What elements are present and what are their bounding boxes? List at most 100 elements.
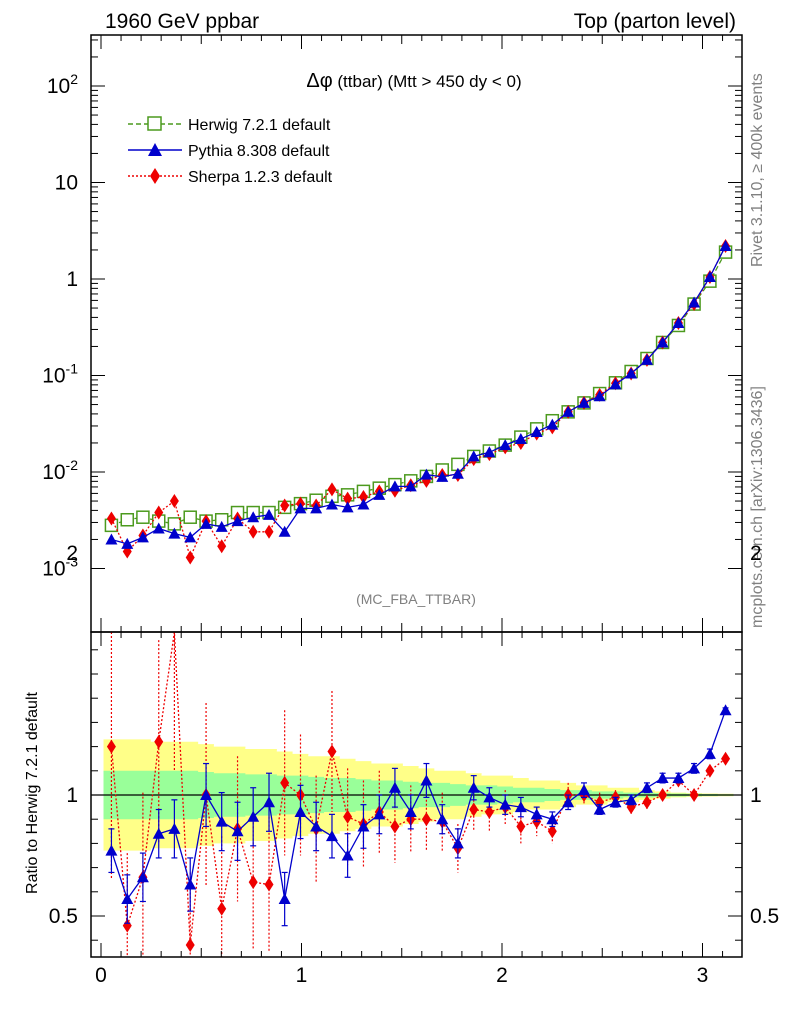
- ratio-pythia-point: [184, 878, 197, 890]
- ratio-pythia-point: [121, 893, 134, 905]
- ratio-y-axis-label: Ratio to Herwig 7.2.1 default: [24, 692, 41, 894]
- ratio-pythia-point: [231, 825, 244, 837]
- pythia-point: [215, 520, 228, 532]
- ratio-axis-ticks: 0.5 0.5 1 1 2 2 0 1 2 3: [49, 542, 779, 987]
- pythia-point: [703, 270, 716, 282]
- pythia-point: [263, 508, 276, 520]
- ratio-sherpa-point: [390, 819, 400, 834]
- beam-energy-label: 1960 GeV ppbar: [105, 10, 259, 33]
- sherpa-point: [106, 511, 116, 526]
- tick-label-base: 10: [42, 558, 65, 581]
- pythia-point: [609, 378, 622, 390]
- pythia-point: [341, 501, 354, 513]
- x-tick-label: 3: [697, 964, 709, 987]
- mcplots-reference-label: mcplots.cern.ch [arXiv:1306.3436]: [749, 386, 766, 628]
- tick-label-exponent: -2: [66, 457, 79, 473]
- ratio-pythia-point: [200, 789, 213, 800]
- pythia-point: [530, 425, 543, 437]
- tick-label-exponent: 2: [70, 71, 78, 87]
- main-y-tick-label: 1: [66, 268, 78, 291]
- main-y-tick-label: 10: [55, 172, 78, 195]
- analysis-label: (MC_FBA_TTBAR): [356, 591, 476, 607]
- ratio-pythia-point: [640, 781, 653, 793]
- ratio-y-tick-label-right: 1: [750, 784, 762, 807]
- pythia-point: [373, 488, 386, 500]
- ratio-series-layer: [105, 631, 732, 957]
- ratio-pythia-point: [483, 791, 496, 803]
- ratio-pythia-point: [609, 796, 622, 808]
- legend-entry-pythia: Pythia 8.308 default: [128, 143, 330, 160]
- pythia-point: [200, 517, 213, 529]
- pythia-point: [499, 439, 512, 451]
- ratio-sherpa-point: [248, 875, 258, 890]
- ratio-pythia-point: [436, 813, 449, 825]
- ratio-y-tick-label-left: 1: [66, 784, 78, 807]
- sherpa-point: [185, 550, 195, 565]
- ratio-sherpa-point: [705, 763, 715, 778]
- pythia-point: [467, 450, 480, 462]
- pythia-point: [136, 531, 149, 543]
- sherpa-point: [327, 482, 337, 497]
- ratio-pythia-point: [420, 774, 433, 786]
- tick-label-base: 10: [42, 461, 65, 484]
- main-series-line: [111, 245, 727, 545]
- ratio-series-line: [110, 631, 726, 946]
- x-tick-label: 0: [95, 964, 107, 987]
- tick-label-exponent: -1: [66, 361, 79, 377]
- ratio-sherpa-point: [721, 751, 731, 766]
- ratio-sherpa-point: [106, 739, 116, 754]
- pythia-point: [688, 296, 701, 308]
- pythia-point: [546, 418, 559, 430]
- rivet-version-label: Rivet 3.1.10, ≥ 400k events: [749, 73, 766, 267]
- ratio-pythia-point: [152, 827, 165, 839]
- pythia-point: [451, 467, 464, 479]
- plot-title-text: (ttbar) (Mtt > 450 dy < 0): [333, 72, 522, 91]
- sherpa-point: [343, 491, 353, 506]
- pythia-point: [562, 405, 575, 417]
- main-y-tick-label: 102: [47, 71, 78, 98]
- pythia-point: [231, 515, 244, 527]
- ratio-pythia-point: [467, 781, 480, 793]
- legend-entry-herwig: Herwig 7.2.1 default: [128, 116, 331, 134]
- plot-title-symbol: Δφ: [306, 70, 332, 92]
- main-y-tick-label: 10-3: [42, 554, 78, 581]
- ratio-pythia-point: [278, 893, 291, 905]
- ratio-y-tick-label-right: 2: [750, 542, 762, 565]
- ratio-pythia-point: [656, 772, 669, 784]
- ratio-pythia-point: [105, 844, 118, 856]
- pythia-point: [184, 531, 197, 543]
- ratio-panel: 0.5 0.5 1 1 2 2 0 1 2 3 Ratio to Herwig 7.2.1 def…: [24, 542, 779, 987]
- ratio-pythia-point: [341, 849, 354, 861]
- ratio-sherpa-point: [689, 788, 699, 802]
- pythia-point: [247, 511, 260, 523]
- legend-pythia-label: Pythia 8.308 default: [188, 143, 330, 160]
- ratio-sherpa-point: [217, 901, 227, 916]
- pythia-point: [121, 537, 134, 549]
- ratio-pythia-point: [404, 805, 417, 817]
- pythia-point: [357, 498, 370, 510]
- legend: Herwig 7.2.1 default Pythia 8.308 defaul…: [128, 116, 333, 186]
- pythia-point: [656, 336, 669, 348]
- ratio-sherpa-point: [185, 938, 195, 953]
- ratio-pythia-point: [136, 871, 149, 883]
- sherpa-point: [154, 505, 164, 520]
- pythia-point: [436, 470, 449, 482]
- legend-pythia-marker: [148, 143, 162, 156]
- pythia-point: [404, 480, 417, 492]
- herwig-point: [136, 510, 150, 524]
- ratio-y-tick-label-left: 0.5: [49, 905, 78, 928]
- ratio-y-tick-label-right: 0.5: [750, 905, 779, 928]
- main-y-tick-label: 10-1: [42, 361, 78, 388]
- ratio-pythia-point: [215, 815, 228, 827]
- legend-herwig-marker: [147, 116, 162, 131]
- ratio-pythia-point: [247, 810, 260, 822]
- legend-sherpa-label: Sherpa 1.2.3 default: [188, 169, 333, 186]
- herwig-point: [120, 513, 135, 527]
- tick-label-base: 10: [42, 365, 65, 388]
- ratio-sherpa-point: [516, 819, 526, 834]
- ratio-pythia-point: [578, 784, 591, 796]
- pythia-point: [578, 396, 591, 408]
- pythia-point: [105, 533, 118, 545]
